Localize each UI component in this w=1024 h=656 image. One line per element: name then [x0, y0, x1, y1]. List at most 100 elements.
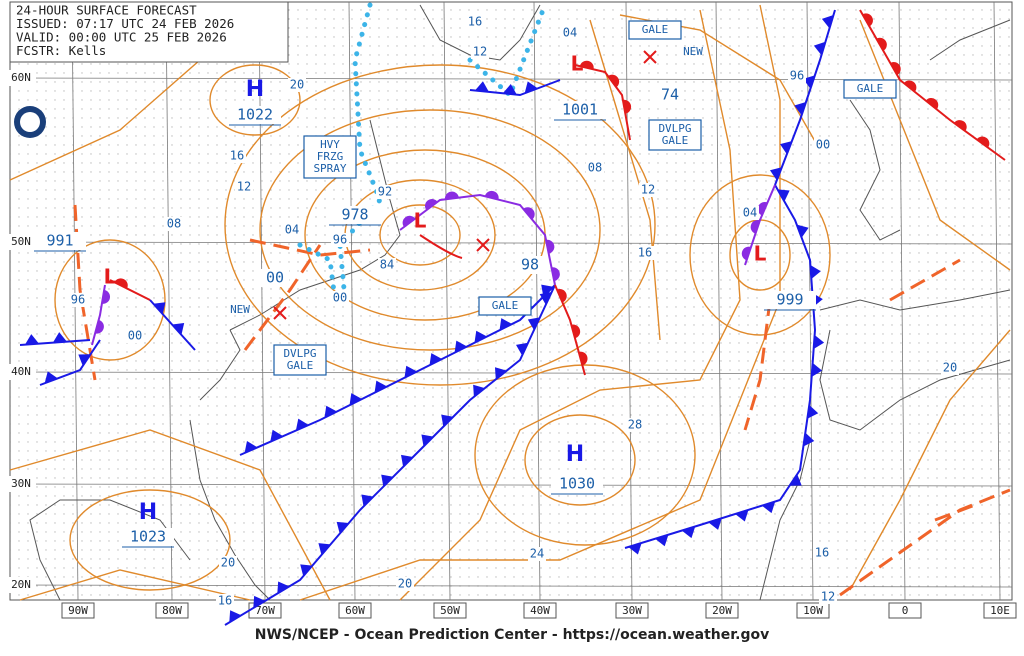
warning-text: FRZG	[317, 150, 344, 163]
lat-label: 20N	[11, 578, 31, 591]
front-pip	[655, 534, 669, 547]
forecast-pressure: 98	[521, 256, 539, 274]
front-pip	[502, 84, 517, 95]
front-pip	[425, 199, 438, 211]
front-pip	[761, 501, 776, 514]
front-pip	[114, 278, 128, 289]
warning-text: SPRAY	[313, 162, 346, 175]
pressure-box	[551, 475, 603, 493]
isobar-label-bg	[586, 161, 604, 175]
parallel	[9, 241, 1013, 245]
isobar-label-bg	[235, 180, 253, 194]
lon-label-box	[433, 602, 467, 619]
isobar-label: 84	[380, 258, 394, 272]
front-pip	[244, 441, 258, 453]
isobar-label: 20	[943, 361, 957, 375]
front-pip	[499, 318, 513, 331]
front-pip	[336, 521, 349, 534]
isobar-label-bg	[813, 546, 831, 560]
isobar-label-bg	[471, 45, 489, 59]
isobar-label-bg	[466, 15, 484, 29]
lat-label: 40N	[11, 365, 31, 378]
trough	[249, 238, 371, 257]
lon-label: 70W	[255, 604, 275, 617]
footer: NWS/NCEP - Ocean Prediction Center - htt…	[255, 627, 770, 643]
front-pip	[78, 354, 91, 366]
isobar	[19, 569, 251, 601]
pressure-box	[656, 86, 684, 104]
front-pip	[524, 81, 538, 94]
pressure-box	[34, 232, 86, 250]
isobar-label-bg	[788, 69, 806, 83]
low-symbol: L	[414, 209, 427, 233]
warning-box	[273, 344, 327, 376]
lat-label-box	[6, 476, 36, 492]
low-symbol: L	[104, 265, 117, 289]
warning-box	[478, 296, 532, 316]
front-pip	[890, 62, 901, 76]
front-pip	[24, 334, 39, 345]
isobar-label-bg	[378, 258, 396, 272]
front-pip	[757, 201, 768, 216]
meridian	[715, 1, 723, 601]
front-pip	[300, 564, 313, 577]
front-pip	[571, 324, 581, 339]
isobar	[524, 414, 636, 506]
new-center-x	[273, 306, 287, 320]
isobar	[299, 4, 781, 601]
front-pip	[811, 362, 823, 377]
isobar-label: 12	[237, 180, 251, 194]
isobar-label: 20	[398, 577, 412, 591]
front-pip	[681, 526, 696, 539]
ice-edge	[467, 2, 548, 100]
isobar-label-bg	[639, 183, 657, 197]
header-line: ISSUED: 07:17 UTC 24 FEB 2026	[16, 16, 234, 31]
lon-label-box	[888, 602, 922, 619]
isobar-label: 04	[285, 223, 299, 237]
isobar-label: 08	[588, 161, 602, 175]
front-pip	[903, 80, 917, 92]
front-pip	[954, 120, 967, 132]
isobar-label-bg	[819, 590, 837, 604]
front-pip	[381, 474, 394, 487]
isobar-label: 16	[218, 594, 232, 608]
header-line: VALID: 00:00 UTC 25 FEB 2026	[16, 30, 227, 45]
front-pip	[318, 543, 331, 555]
isobar-label: 16	[638, 246, 652, 260]
center-pressure: 1001	[562, 101, 598, 119]
pressure-box	[554, 101, 606, 119]
isobar-label-bg	[376, 185, 394, 199]
isobar-label-bg	[216, 594, 234, 608]
front-pip	[769, 167, 782, 181]
pressure-box	[229, 106, 281, 124]
front-pip	[277, 581, 290, 594]
lon-label-box	[155, 602, 189, 619]
troughs	[73, 204, 1011, 597]
lon-label: 0	[902, 604, 909, 617]
center-pressure: 1030	[559, 475, 595, 493]
isobar	[69, 489, 231, 591]
front-pip	[349, 393, 363, 406]
lat-label: 50N	[11, 235, 31, 248]
isobar-label-bg	[165, 217, 183, 231]
occluded-front	[744, 184, 776, 266]
front-pip	[622, 99, 632, 114]
warning-box	[303, 135, 357, 179]
isobar-label: 96	[790, 69, 804, 83]
front-pip	[361, 494, 374, 507]
front-pip	[607, 74, 620, 88]
isobar-label: 20	[290, 78, 304, 92]
front-pip	[545, 239, 555, 254]
front-pip	[813, 41, 826, 56]
front-pip	[52, 332, 67, 343]
lon-label: 50W	[440, 604, 460, 617]
high-symbol: H	[246, 77, 264, 102]
warning-text: DVLPG	[283, 347, 316, 360]
isobar-label-bg	[69, 293, 87, 307]
isobar-label-bg	[636, 246, 654, 260]
front-pip	[494, 367, 507, 380]
front-pip	[474, 330, 487, 343]
ice-edge	[337, 2, 383, 303]
lon-label: 20W	[712, 604, 732, 617]
forecast-pressure: 74	[661, 86, 679, 104]
